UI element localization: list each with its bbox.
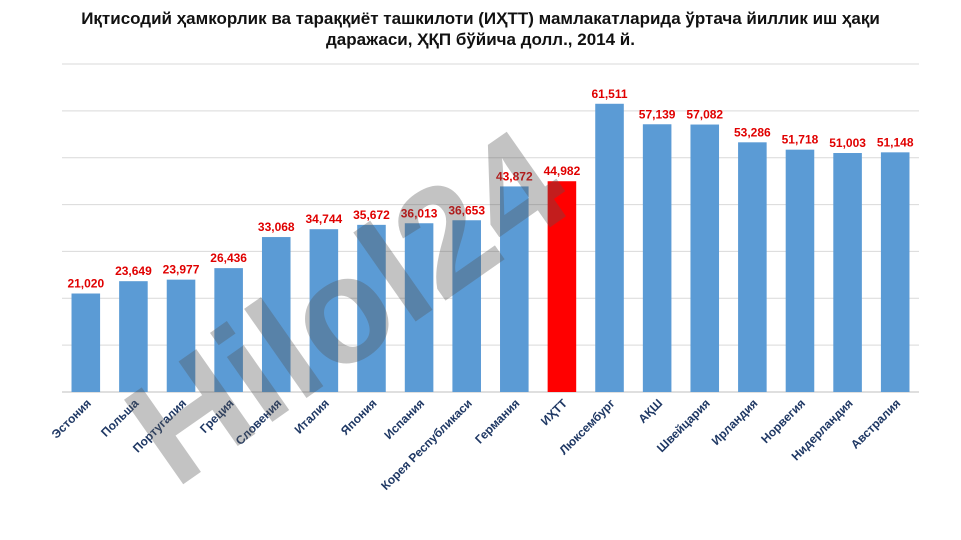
bar [309,229,339,392]
bar [357,224,386,392]
value-label: 57,082 [686,108,723,122]
category-label: Ирландия [709,396,761,448]
bar [71,293,101,392]
value-labels: 21,020 23,649 23,977 26,436 33,068 34,744 35,6… [67,87,913,291]
category-label: Италия [292,396,332,436]
bar [452,220,481,392]
bar [833,153,862,392]
bar [595,103,624,392]
category-label: Германия [472,396,522,446]
category-label: Япония [338,396,380,438]
gridlines [62,63,919,393]
bar [500,186,529,392]
value-label: 44,982 [544,164,581,178]
bar [547,181,577,392]
value-label: 51,148 [877,135,914,149]
value-label: 61,511 [592,87,628,101]
value-label: 35,672 [353,208,390,222]
bar [119,281,148,392]
category-label: АҚШ [636,396,666,426]
value-label: 23,649 [115,264,152,278]
bar [214,268,243,392]
category-label: Корея Республикаси [378,396,475,493]
value-label: 26,436 [210,251,247,265]
category-label: Эстония [49,396,94,441]
value-label: 36,653 [448,203,485,217]
category-label: ИҲТТ [538,396,570,428]
category-label: Словения [233,396,285,448]
bars [71,103,910,392]
category-label: Испания [381,396,427,442]
value-label: 43,872 [496,169,533,183]
bar [166,279,196,392]
value-label: 51,718 [782,133,819,147]
value-label: 53,286 [734,125,771,139]
value-label: 33,068 [258,220,295,234]
value-label: 36,013 [401,206,438,220]
bar [642,124,672,392]
bar [785,149,815,392]
value-label: 23,977 [163,263,200,277]
chart-title-line-1: Иқтисодий ҳамкорлик ва тараққиёт ташкило… [81,9,880,28]
category-label: Греция [197,396,237,436]
value-label: 34,744 [306,212,343,226]
category-label: Польша [98,396,142,440]
category-label: Австралия [848,396,903,451]
bar [738,142,767,392]
category-label: Норвегия [758,396,808,446]
bar [690,124,720,392]
bar [404,223,434,392]
value-label: 21,020 [67,277,104,291]
bar [261,237,291,392]
chart-title: Иқтисодий ҳамкорлик ва тараққиёт ташкило… [0,8,961,50]
value-label: 57,139 [639,107,676,121]
value-label: 51,003 [829,136,866,150]
bar [880,152,910,392]
chart-title-line-2: даражаси, ҲҚП бўйича долл., 2014 й. [326,30,635,49]
